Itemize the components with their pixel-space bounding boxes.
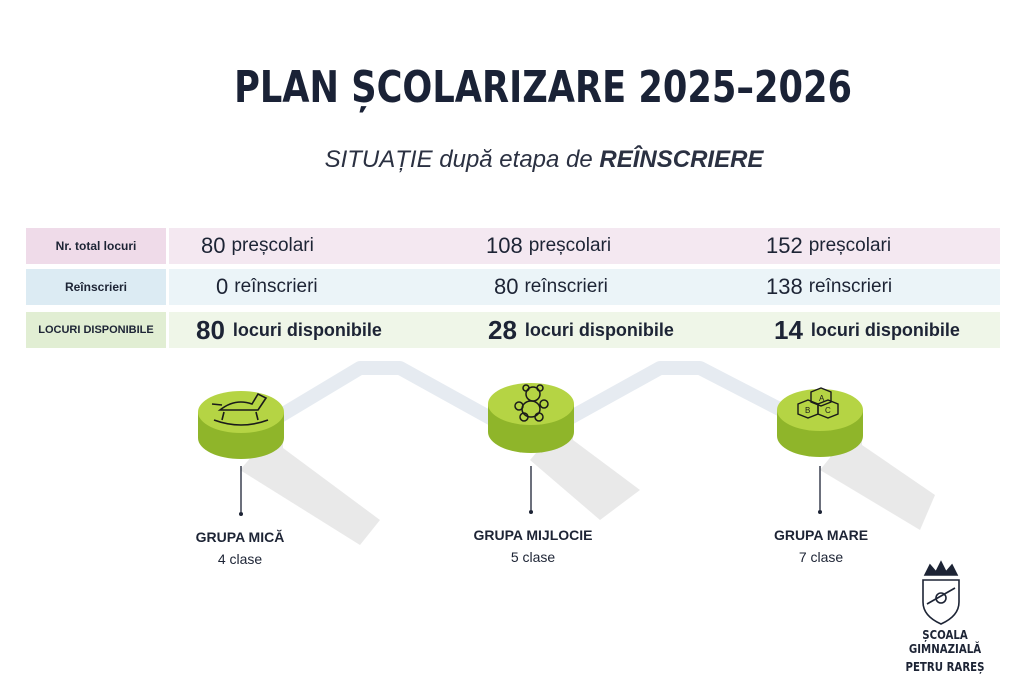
cell-number: 0 [216,274,229,299]
abc-blocks-icon [797,387,839,419]
disc-shadow [240,420,380,545]
rocking-horse-icon [211,392,269,426]
disc-grupa-mijlocie [488,383,574,453]
school-logo: ȘCOALA GIMNAZIALĂ PETRU RAREȘ [880,628,1010,674]
teddy-bear-icon [514,384,549,422]
cell-mijlocie: 80 reînscrieri [494,269,608,305]
row-band [169,228,1000,264]
cell-text: reînscrieri [234,276,318,297]
block-letter-c: C [825,406,831,415]
page-title: PLAN ȘCOLARIZARE 2025–2026 [234,62,852,113]
cell-mijlocie: 108 preșcolari [486,228,611,264]
row-reinscrieri: Reînscrieri 0 reînscrieri 80 reînscrieri 1… [26,269,1000,305]
cell-number: 138 [766,274,803,299]
group-name: GRUPA MIJLOCIE [473,527,593,543]
cell-mica: 80 preșcolari [201,228,314,264]
cell-text: preșcolari [231,235,314,256]
subtitle-prefix: SITUAȚIE după etapa de [324,146,593,173]
block-letter-a: A [819,394,825,403]
disc-grupa-mica [198,391,284,459]
cell-mica: 80 locuri disponibile [196,312,382,348]
cell-number: 80 [196,314,225,345]
cell-text: preșcolari [808,235,892,256]
group-mica: GRUPA MICĂ 4 clase [140,529,340,567]
cell-number: 80 [201,233,226,258]
group-mijlocie: GRUPA MIJLOCIE 5 clase [433,527,633,565]
cell-number: 152 [766,233,803,258]
row-label: LOCURI DISPONIBILE [26,312,166,348]
cell-mijlocie: 28 locuri disponibile [488,312,674,348]
row-band [169,269,1000,305]
row-band [169,312,1000,348]
cell-mare: 14 locuri disponibile [774,312,960,348]
group-classes: 4 clase [217,551,263,567]
cell-text: locuri disponibile [524,319,674,340]
pointer-dots [239,510,822,516]
cell-mare: 138 reînscrieri [766,269,892,305]
cell-text: preșcolari [528,235,612,256]
row-locuri-disponibile: LOCURI DISPONIBILE 80 locuri disponibile … [26,312,1000,348]
cell-text: reînscrieri [524,276,608,297]
cell-number: 80 [494,274,519,299]
school-crest-icon [922,560,960,625]
group-mare: GRUPA MARE 7 clase [721,527,921,565]
subtitle-bold: REÎNSCRIERE [599,146,764,173]
pointer-lines [240,466,821,512]
cell-mica: 0 reînscrieri [216,269,318,305]
row-total-locuri: Nr. total locuri 80 preșcolari 108 preșcol… [26,228,1000,264]
row-label: Nr. total locuri [26,228,166,264]
logo-line-1: ȘCOALA GIMNAZIALĂ [908,628,982,656]
cell-mare: 152 preșcolari [766,228,891,264]
block-letter-b: B [805,406,810,415]
group-name: GRUPA MARE [773,527,869,543]
row-label: Reînscrieri [26,269,166,305]
group-name: GRUPA MICĂ [195,529,285,545]
cell-text: reînscrieri [808,276,893,297]
cell-text: locuri disponibile [232,319,382,340]
disc-grupa-mare: A B C [777,387,863,457]
logo-line-2: PETRU RAREȘ [905,660,985,674]
cell-number: 28 [488,314,517,345]
cell-number: 108 [486,233,523,258]
page-subtitle: SITUAȚIE după etapa de REÎNSCRIERE [0,146,1024,174]
cell-text: locuri disponibile [810,319,960,340]
group-classes: 7 clase [798,549,844,565]
group-classes: 5 clase [510,549,556,565]
cell-number: 14 [774,314,803,345]
